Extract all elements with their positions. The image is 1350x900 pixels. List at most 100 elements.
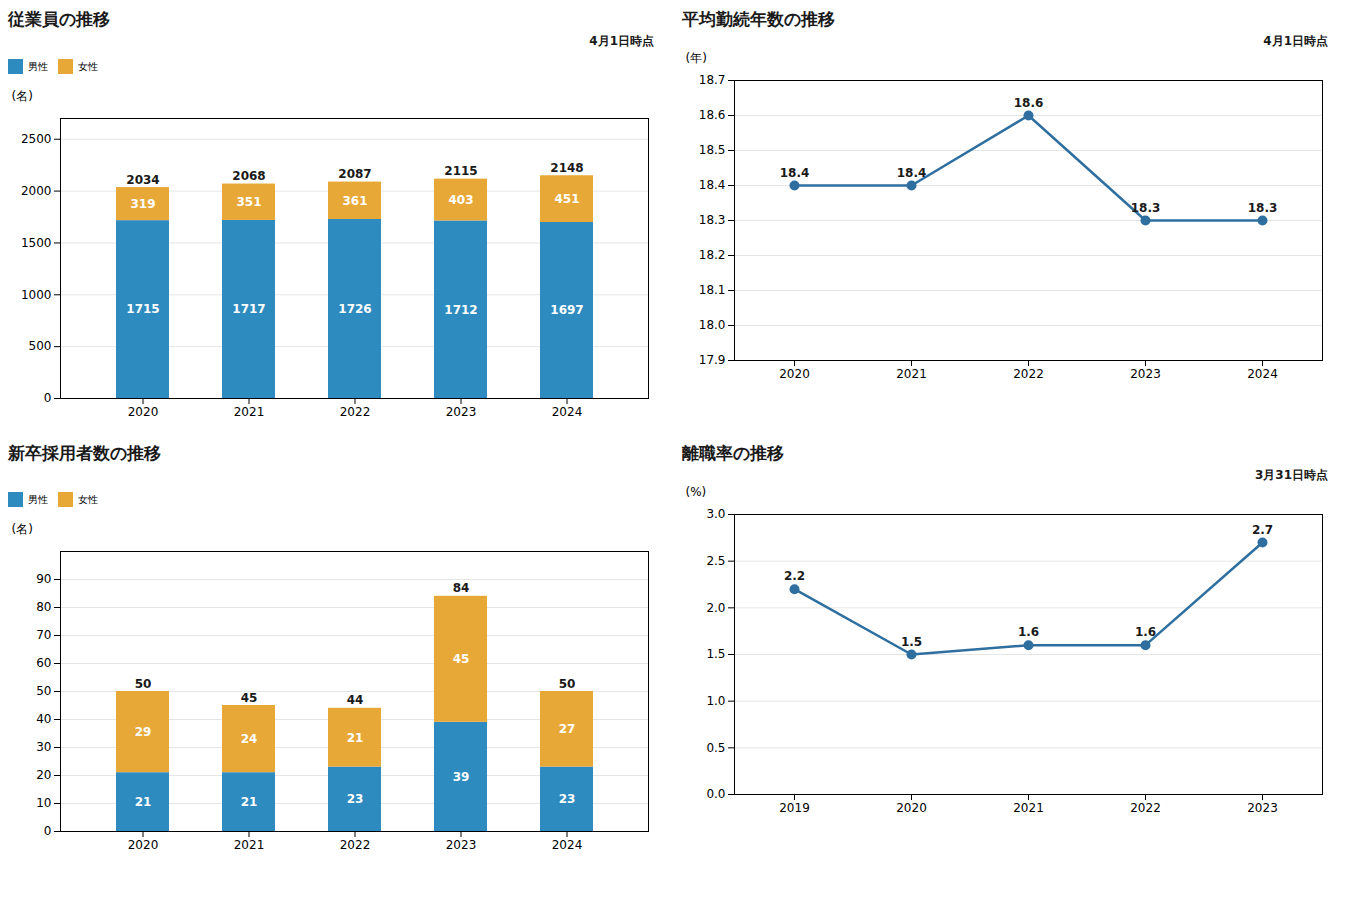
svg-text:1726: 1726 <box>338 302 371 316</box>
svg-text:60: 60 <box>36 656 51 670</box>
svg-text:10: 10 <box>36 796 51 810</box>
svg-text:18.6: 18.6 <box>699 108 726 122</box>
svg-text:2034: 2034 <box>126 173 159 187</box>
svg-text:18.1: 18.1 <box>699 283 726 297</box>
svg-text:451: 451 <box>554 192 579 206</box>
svg-text:2.0: 2.0 <box>706 601 725 615</box>
svg-text:(名): (名) <box>12 522 33 536</box>
svg-text:2022: 2022 <box>340 405 371 419</box>
svg-text:1712: 1712 <box>444 303 477 317</box>
svg-text:1.5: 1.5 <box>901 635 922 649</box>
svg-text:2020: 2020 <box>128 838 159 852</box>
svg-text:(%): (%) <box>686 485 707 499</box>
svg-text:2020: 2020 <box>896 801 927 815</box>
svg-text:2020: 2020 <box>779 367 810 381</box>
svg-text:1.0: 1.0 <box>706 694 725 708</box>
svg-text:90: 90 <box>36 572 51 586</box>
svg-text:0: 0 <box>44 824 52 838</box>
svg-text:2023: 2023 <box>446 405 477 419</box>
svg-text:18.7: 18.7 <box>699 73 726 87</box>
svg-text:1715: 1715 <box>126 302 159 316</box>
svg-text:1.6: 1.6 <box>1018 625 1039 639</box>
svg-text:84: 84 <box>453 581 470 595</box>
svg-text:2021: 2021 <box>234 838 265 852</box>
svg-text:1717: 1717 <box>232 302 265 316</box>
svg-text:361: 361 <box>342 194 367 208</box>
svg-text:1697: 1697 <box>550 303 583 317</box>
svg-text:44: 44 <box>347 693 364 707</box>
svg-text:30: 30 <box>36 740 51 754</box>
svg-text:2023: 2023 <box>1247 801 1278 815</box>
svg-text:2148: 2148 <box>550 161 583 175</box>
svg-text:2019: 2019 <box>779 801 810 815</box>
svg-text:2115: 2115 <box>444 164 477 178</box>
svg-text:2022: 2022 <box>340 838 371 852</box>
html-text:従業員の推移: 従業員の推移 <box>8 9 110 29</box>
svg-text:2024: 2024 <box>552 838 583 852</box>
svg-text:2087: 2087 <box>338 167 371 181</box>
svg-text:3.0: 3.0 <box>706 507 725 521</box>
svg-text:39: 39 <box>453 770 470 784</box>
svg-text:2.2: 2.2 <box>784 569 805 583</box>
svg-text:50: 50 <box>559 677 576 691</box>
svg-text:29: 29 <box>135 725 152 739</box>
svg-text:0.5: 0.5 <box>706 741 725 755</box>
svg-text:24: 24 <box>241 732 258 746</box>
svg-text:0: 0 <box>44 391 52 405</box>
svg-text:45: 45 <box>453 652 470 666</box>
svg-text:18.4: 18.4 <box>897 166 927 180</box>
svg-text:17.9: 17.9 <box>699 353 726 367</box>
svg-text:18.6: 18.6 <box>1014 96 1044 110</box>
svg-text:18.5: 18.5 <box>699 143 726 157</box>
svg-text:80: 80 <box>36 600 51 614</box>
svg-text:18.3: 18.3 <box>699 213 726 227</box>
html-text:新卒採用者数の推移: 新卒採用者数の推移 <box>8 443 161 463</box>
svg-text:50: 50 <box>135 677 152 691</box>
svg-text:403: 403 <box>448 193 473 207</box>
svg-text:2000: 2000 <box>21 184 52 198</box>
svg-text:2024: 2024 <box>1247 367 1278 381</box>
svg-text:40: 40 <box>36 712 51 726</box>
html-text:離職率の推移: 離職率の推移 <box>682 443 784 463</box>
svg-text:2.7: 2.7 <box>1252 523 1273 537</box>
svg-text:20: 20 <box>36 768 51 782</box>
svg-text:2023: 2023 <box>446 838 477 852</box>
svg-text:2068: 2068 <box>232 169 265 183</box>
svg-text:18.2: 18.2 <box>699 248 726 262</box>
svg-text:45: 45 <box>241 691 258 705</box>
svg-text:2020: 2020 <box>128 405 159 419</box>
svg-text:351: 351 <box>236 195 261 209</box>
svg-text:1000: 1000 <box>21 288 52 302</box>
svg-text:500: 500 <box>29 339 52 353</box>
svg-text:1.6: 1.6 <box>1135 625 1156 639</box>
svg-text:2024: 2024 <box>552 405 583 419</box>
svg-text:27: 27 <box>559 722 576 736</box>
html-text:平均勤続年数の推移: 平均勤続年数の推移 <box>682 9 835 29</box>
svg-text:23: 23 <box>559 792 576 806</box>
svg-text:1.5: 1.5 <box>706 647 725 661</box>
svg-text:21: 21 <box>241 795 258 809</box>
svg-text:23: 23 <box>347 792 364 806</box>
svg-text:2.5: 2.5 <box>706 554 725 568</box>
svg-text:70: 70 <box>36 628 51 642</box>
svg-text:2022: 2022 <box>1130 801 1161 815</box>
svg-text:18.4: 18.4 <box>699 178 726 192</box>
svg-text:50: 50 <box>36 684 51 698</box>
svg-text:2500: 2500 <box>21 132 52 146</box>
svg-text:2021: 2021 <box>896 367 927 381</box>
svg-text:2023: 2023 <box>1130 367 1161 381</box>
svg-text:21: 21 <box>347 731 364 745</box>
svg-text:18.4: 18.4 <box>780 166 810 180</box>
svg-text:1500: 1500 <box>21 236 52 250</box>
svg-text:21: 21 <box>135 795 152 809</box>
svg-text:2022: 2022 <box>1013 367 1044 381</box>
svg-text:18.3: 18.3 <box>1248 201 1278 215</box>
svg-text:(名): (名) <box>12 89 33 103</box>
svg-text:0.0: 0.0 <box>706 787 725 801</box>
svg-text:(年): (年) <box>686 51 707 65</box>
svg-text:18.0: 18.0 <box>699 318 726 332</box>
svg-text:2021: 2021 <box>1013 801 1044 815</box>
svg-text:319: 319 <box>130 197 155 211</box>
svg-text:2021: 2021 <box>234 405 265 419</box>
svg-text:18.3: 18.3 <box>1131 201 1161 215</box>
